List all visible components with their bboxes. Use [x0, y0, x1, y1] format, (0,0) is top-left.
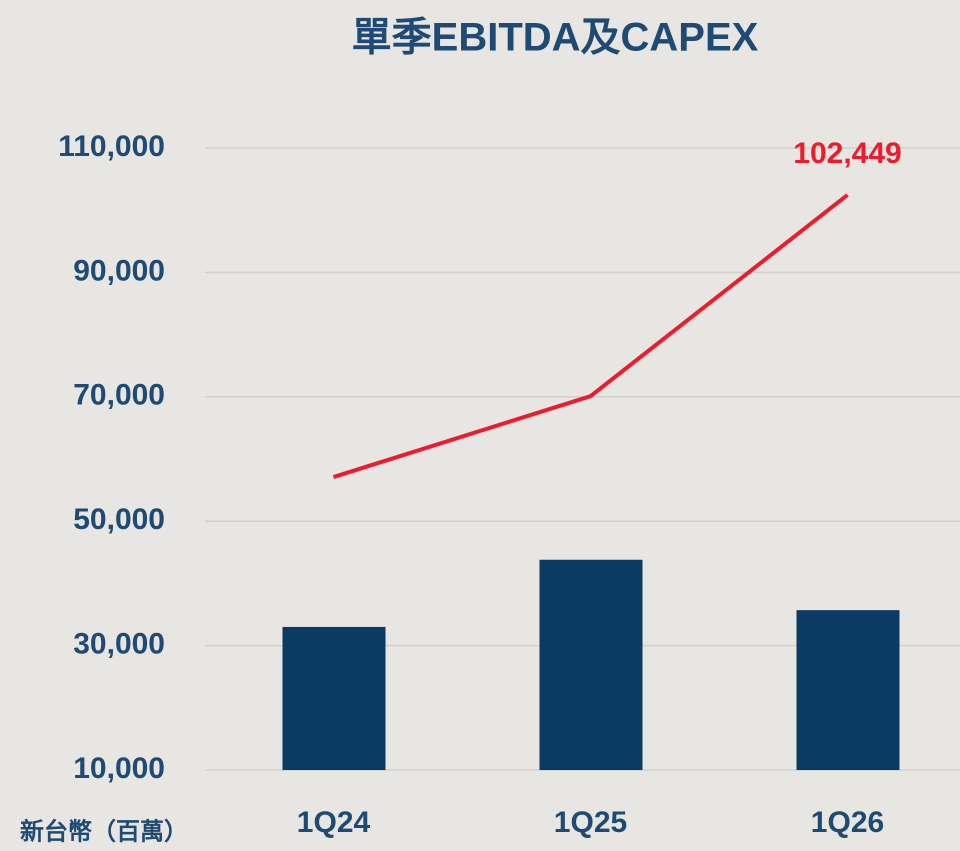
y-tick-label: 90,000	[73, 254, 165, 287]
y-tick-label: 110,000	[58, 130, 165, 163]
y-tick-label: 10,000	[73, 752, 165, 785]
x-tick-label: 1Q24	[297, 806, 371, 839]
chart-title: 單季EBITDA及CAPEX	[352, 16, 759, 60]
x-tick-label: 1Q26	[811, 806, 884, 839]
bar	[282, 626, 386, 770]
y-tick-label: 70,000	[73, 379, 165, 412]
bar	[539, 559, 643, 770]
line	[332, 193, 849, 479]
y-axis-label: 新台幣（百萬）	[20, 817, 188, 845]
data-label: 102,449	[793, 137, 901, 170]
x-tick-label: 1Q25	[554, 806, 627, 839]
bar	[796, 610, 900, 770]
y-tick-label: 30,000	[73, 628, 165, 661]
y-tick-label: 50,000	[73, 503, 165, 536]
